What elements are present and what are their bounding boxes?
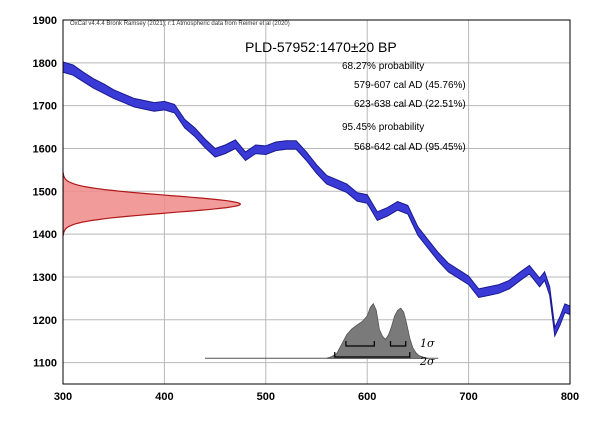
posterior-distribution <box>326 302 429 359</box>
annotation-68-range-1: 579-607 cal AD (45.76%) <box>354 80 466 91</box>
chart-title: PLD-57952:1470±20 BP <box>245 39 397 55</box>
x-tick-label: 700 <box>459 391 477 403</box>
radiocarbon-distribution <box>63 172 242 236</box>
x-tick-label: 400 <box>155 391 173 403</box>
one-sigma-bar <box>345 341 375 347</box>
x-tick-label: 300 <box>54 391 72 403</box>
two-sigma-bar <box>334 352 411 358</box>
one-sigma-label: 1σ <box>420 337 435 350</box>
y-tick-label: 1700 <box>33 101 57 113</box>
y-tick-label: 1900 <box>33 15 57 27</box>
annotation-68-heading: 68.27% probability <box>342 61 424 72</box>
credit-line: OxCal v4.4.4 Bronk Ramsey (2021); r:1 At… <box>70 21 290 27</box>
series-layer <box>63 61 570 359</box>
x-tick-label: 500 <box>257 391 275 403</box>
y-tick-label: 1300 <box>33 272 57 284</box>
annotation-95-range: 568-642 cal AD (95.45%) <box>354 142 466 153</box>
y-tick-label: 1100 <box>33 358 57 370</box>
calibration-curve-band <box>63 61 570 338</box>
y-tick-label: 1500 <box>33 186 57 198</box>
y-tick-label: 1200 <box>33 315 57 327</box>
one-sigma-bar <box>389 341 407 347</box>
annotation-95-heading: 95.45% probability <box>342 122 424 133</box>
sigma-range-bars <box>334 341 411 358</box>
plot-frame <box>62 19 571 385</box>
clipped-series <box>63 61 570 359</box>
annotation-68-range-2: 623-638 cal AD (22.51%) <box>354 99 466 110</box>
y-tick-label: 1400 <box>33 229 57 241</box>
two-sigma-label: 2σ <box>419 355 435 368</box>
y-tick-label: 1800 <box>33 58 57 70</box>
y-tick-label: 1600 <box>33 143 57 155</box>
x-tick-label: 800 <box>561 391 579 403</box>
tick-labels: 300 400 500 600 700 800 1900 1800 1700 1600 1500 14… <box>33 15 580 403</box>
x-tick-label: 600 <box>358 391 376 403</box>
